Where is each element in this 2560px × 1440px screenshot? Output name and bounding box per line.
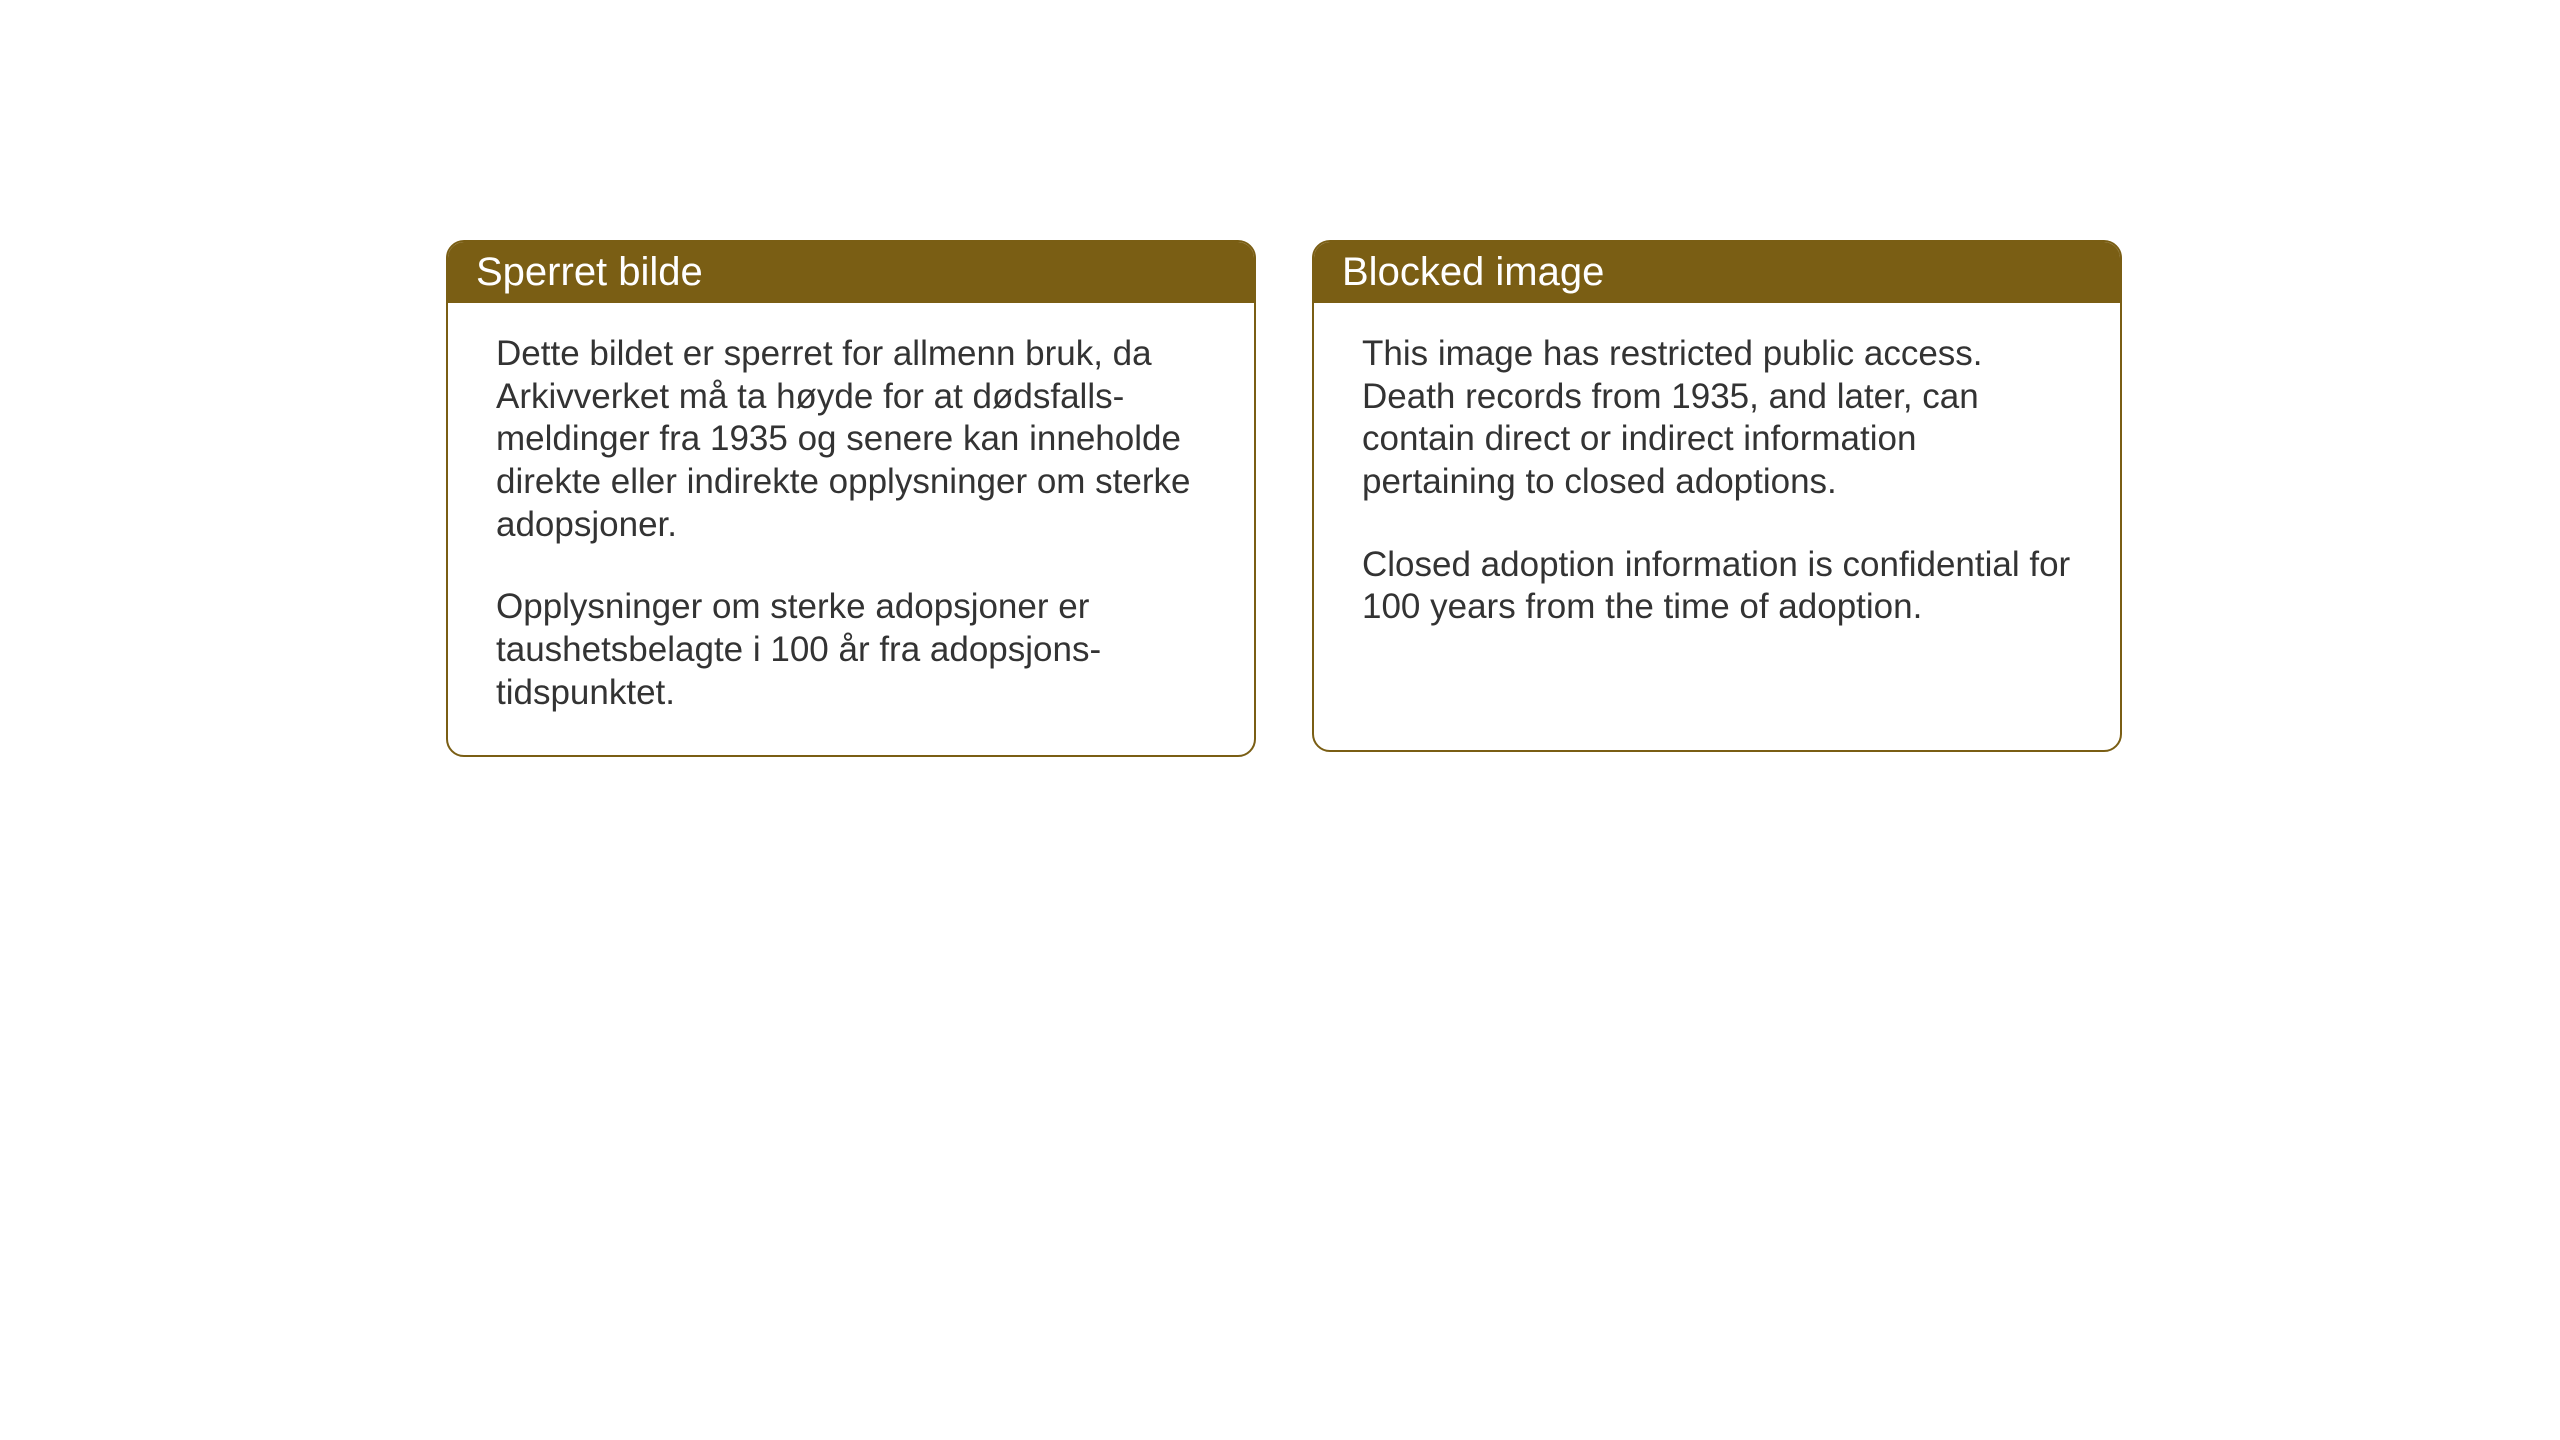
notice-box-norwegian: Sperret bilde Dette bildet er sperret fo… <box>446 240 1256 757</box>
notice-header-norwegian: Sperret bilde <box>448 242 1254 303</box>
notice-paragraph-2-norwegian: Opplysninger om sterke adopsjoner er tau… <box>496 586 1206 714</box>
notice-box-english: Blocked image This image has restricted … <box>1312 240 2122 752</box>
notices-container: Sperret bilde Dette bildet er sperret fo… <box>446 240 2122 757</box>
notice-paragraph-1-norwegian: Dette bildet er sperret for allmenn bruk… <box>496 333 1206 546</box>
notice-title-english: Blocked image <box>1342 250 1604 294</box>
notice-body-norwegian: Dette bildet er sperret for allmenn bruk… <box>448 303 1254 755</box>
notice-title-norwegian: Sperret bilde <box>476 250 703 294</box>
notice-body-english: This image has restricted public access.… <box>1314 303 2120 669</box>
notice-paragraph-1-english: This image has restricted public access.… <box>1362 333 2072 504</box>
notice-header-english: Blocked image <box>1314 242 2120 303</box>
notice-paragraph-2-english: Closed adoption information is confident… <box>1362 544 2072 629</box>
